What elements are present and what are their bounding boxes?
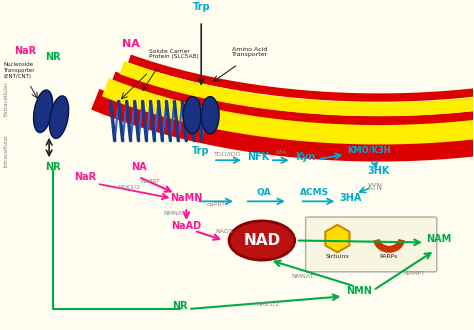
Text: PARPs: PARPs: [380, 254, 398, 259]
FancyBboxPatch shape: [306, 217, 437, 272]
Text: KFA: KFA: [275, 150, 286, 155]
Text: NR: NR: [173, 301, 188, 311]
Text: NR: NR: [46, 162, 61, 172]
Text: NRK1/2: NRK1/2: [256, 301, 279, 306]
Ellipse shape: [229, 221, 295, 260]
Text: NaR: NaR: [14, 47, 36, 56]
Text: NaR: NaR: [74, 172, 96, 182]
Text: Trp: Trp: [192, 2, 210, 13]
Text: NA: NA: [131, 162, 146, 172]
Text: TDO/IDO: TDO/IDO: [214, 151, 242, 156]
Text: NRK1/2: NRK1/2: [117, 184, 140, 190]
Text: NMNAT: NMNAT: [292, 274, 314, 279]
Text: Trp: Trp: [192, 146, 210, 156]
Text: Solute Carrier
Protein (SLC5A8): Solute Carrier Protein (SLC5A8): [148, 49, 198, 59]
Text: Extracellular: Extracellular: [4, 81, 9, 116]
Ellipse shape: [49, 96, 69, 138]
Text: NaAD: NaAD: [171, 221, 201, 231]
Text: NA: NA: [122, 39, 139, 49]
Text: Amino Acid
Transporter: Amino Acid Transporter: [232, 47, 268, 57]
Text: NR: NR: [46, 52, 61, 62]
Ellipse shape: [34, 90, 53, 133]
Text: NAMPT: NAMPT: [403, 271, 425, 276]
Text: Sirtuins: Sirtuins: [326, 254, 349, 259]
Text: NMN: NMN: [346, 286, 372, 296]
Text: NFK: NFK: [247, 152, 269, 162]
Text: qaPRT: qaPRT: [207, 202, 226, 207]
Text: NADS: NADS: [215, 229, 233, 234]
Text: KMO/K3H: KMO/K3H: [347, 146, 391, 154]
Text: Kyn: Kyn: [295, 152, 315, 162]
Text: NAD: NAD: [243, 233, 281, 248]
Text: NaPRT: NaPRT: [141, 179, 160, 184]
Text: ACMS: ACMS: [300, 188, 329, 197]
Text: 3HK: 3HK: [367, 166, 390, 176]
Text: 3HA: 3HA: [339, 193, 362, 203]
Ellipse shape: [183, 97, 201, 134]
Text: QA: QA: [256, 188, 271, 197]
Polygon shape: [325, 225, 349, 252]
Text: KYN: KYN: [367, 182, 383, 192]
Text: Nucleoside
Transporter
(ENT/CNT): Nucleoside Transporter (ENT/CNT): [3, 62, 35, 79]
Text: NaMN: NaMN: [170, 193, 202, 203]
Text: NMNAT: NMNAT: [163, 211, 186, 216]
Text: NAM: NAM: [426, 234, 451, 245]
Ellipse shape: [201, 97, 219, 134]
Text: Intracellular: Intracellular: [4, 134, 9, 167]
